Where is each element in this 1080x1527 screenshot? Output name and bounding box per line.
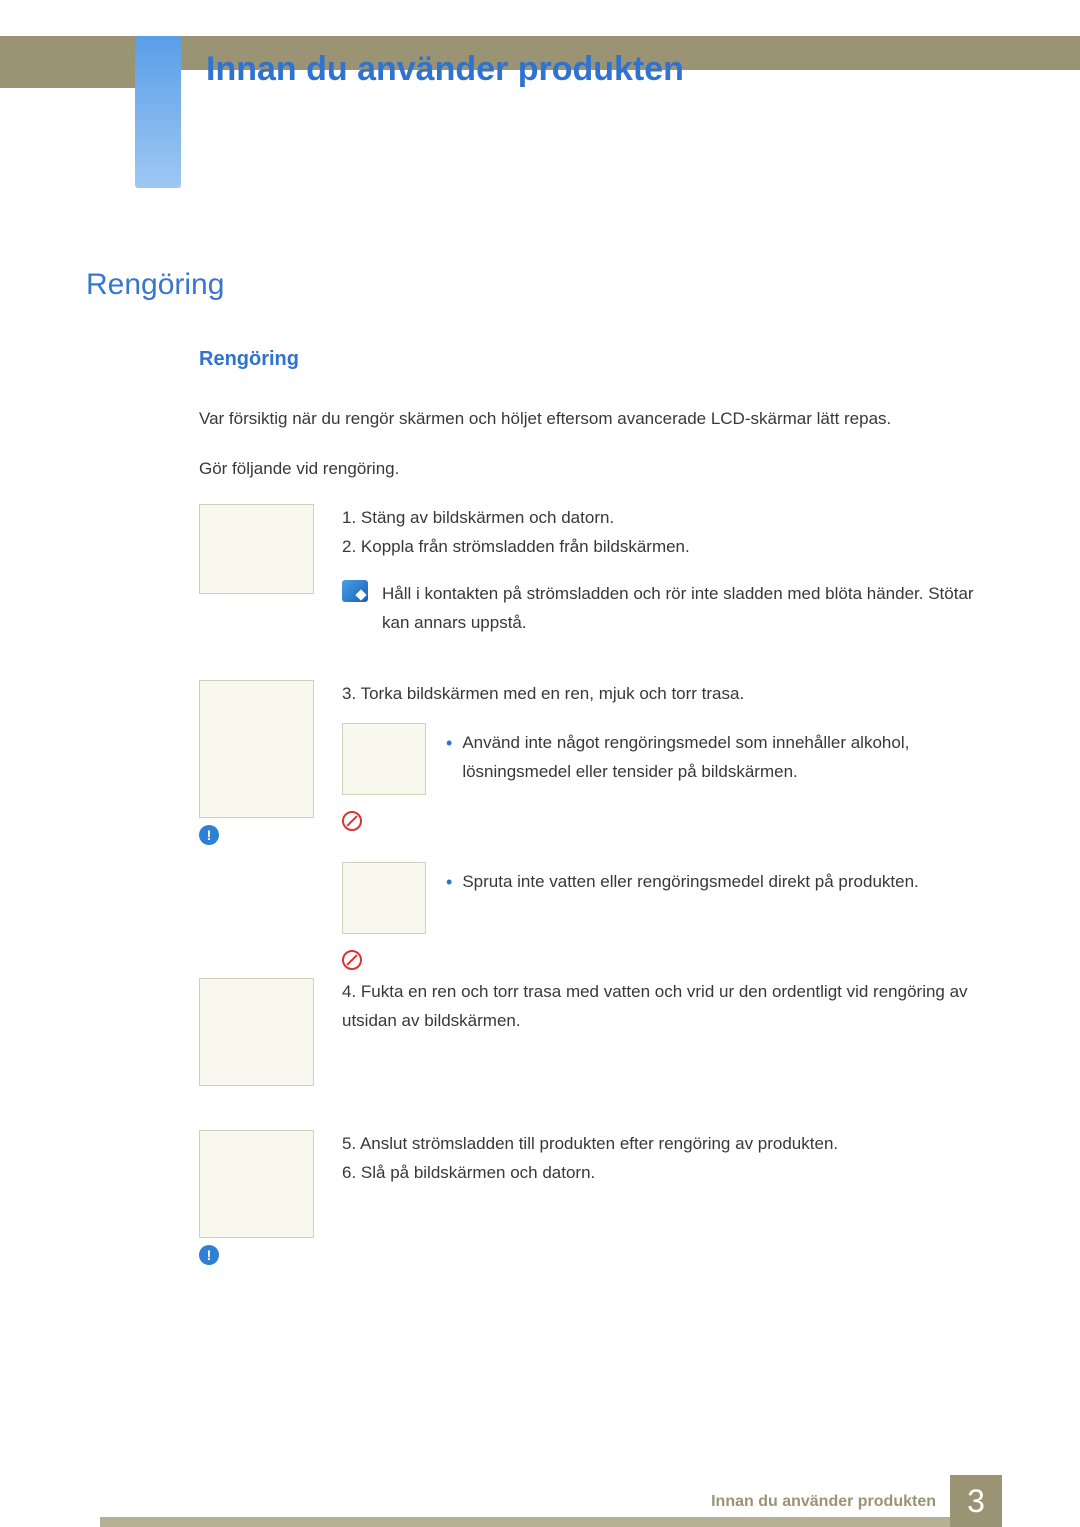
step-3-bullet-2: Spruta inte vatten eller rengöringsmedel…	[462, 868, 918, 975]
step-6-text: 6. Slå på bildskärmen och datorn.	[342, 1159, 989, 1188]
intro-paragraph-2: Gör följande vid rengöring.	[199, 456, 989, 482]
step-4-text: 4. Fukta en ren och torr trasa med vatte…	[342, 978, 989, 1086]
step-2-text: 2. Koppla från strömsladden från bildskä…	[342, 533, 989, 562]
step-block-5: ! 5. Anslut strömsladden till produkten …	[199, 1130, 989, 1265]
illustration-wipe	[199, 680, 314, 818]
illustration-no-spray	[342, 862, 426, 934]
step-3-text: 3. Torka bildskärmen med en ren, mjuk oc…	[342, 680, 989, 709]
subsection-title: Rengöring	[199, 348, 299, 371]
prohibit-icon	[342, 811, 362, 831]
step-2-note: Håll i kontakten på strömsladden och rör…	[382, 580, 989, 638]
section-title: Rengöring	[86, 268, 224, 302]
info-icon: !	[199, 1245, 219, 1265]
step-5-text: 5. Anslut strömsladden till produkten ef…	[342, 1130, 989, 1159]
footer-label: Innan du använder produkten	[711, 1493, 936, 1511]
step-1-text: 1. Stäng av bildskärmen och datorn.	[342, 504, 989, 533]
intro-paragraph-1: Var försiktig när du rengör skärmen och …	[199, 406, 989, 432]
page-header-title: Innan du använder produkten	[206, 50, 684, 89]
page-number: 3	[950, 1475, 1002, 1527]
info-icon: !	[199, 825, 219, 845]
step-block-3: ! 3. Torka bildskärmen med en ren, mjuk …	[199, 680, 989, 974]
bullet-icon: •	[446, 868, 452, 975]
bullet-icon: •	[446, 729, 452, 836]
illustration-damp-cloth	[199, 978, 314, 1086]
footer-beige-bar	[100, 1517, 950, 1527]
step-block-4: 4. Fukta en ren och torr trasa med vatte…	[199, 978, 989, 1086]
illustration-unplug	[199, 504, 314, 594]
step-block-1: 1. Stäng av bildskärmen och datorn. 2. K…	[199, 504, 989, 638]
illustration-plug-in	[199, 1130, 314, 1238]
page-footer: Innan du använder produkten 3	[0, 1469, 1080, 1527]
note-icon	[342, 580, 368, 602]
prohibit-icon	[342, 950, 362, 970]
header-blue-tab	[135, 36, 181, 188]
illustration-no-chemicals	[342, 723, 426, 795]
step-3-bullet-1: Använd inte något rengöringsmedel som in…	[462, 729, 989, 836]
